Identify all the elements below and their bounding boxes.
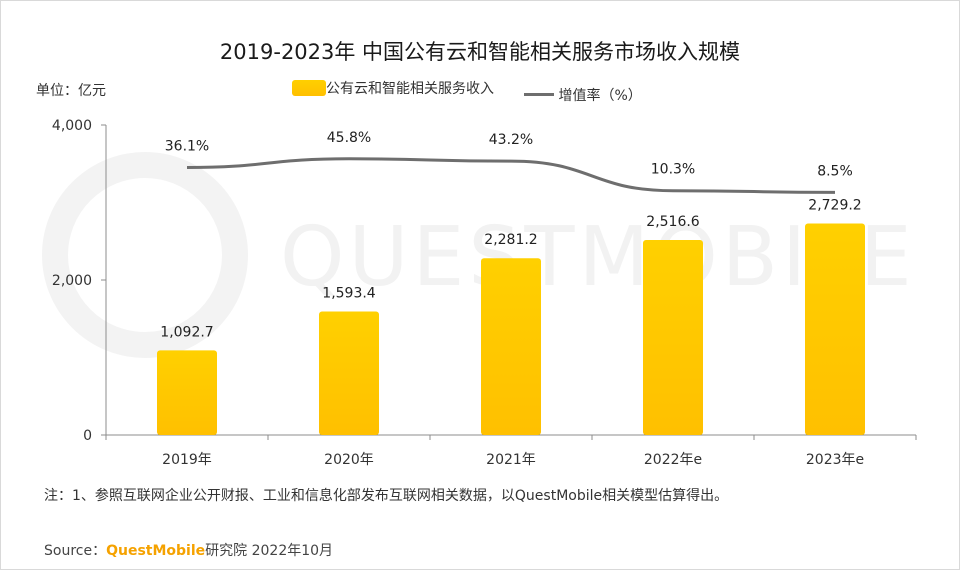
- x-tick-label: 2022年e: [644, 452, 702, 468]
- unit-label: 单位：亿元: [36, 83, 106, 99]
- chart-title: 2019-2023年 中国公有云和智能相关服务市场收入规模: [219, 40, 741, 64]
- growth-rate-label: 43.2%: [489, 132, 533, 148]
- source-line: Source：QuestMobile研究院 2022年10月: [44, 540, 333, 560]
- x-tick-label: 2021年: [486, 452, 536, 468]
- source-brand: QuestMobile: [106, 543, 206, 559]
- legend-item-growth: 增值率（%）: [524, 85, 642, 105]
- x-tick-label: 2019年: [162, 452, 212, 468]
- bar: [805, 223, 865, 435]
- bar-value-label: 2,516.6: [646, 214, 700, 230]
- bar: [481, 258, 541, 435]
- bar-value-label: 1,593.4: [322, 286, 376, 302]
- growth-rate-line: [186, 157, 836, 194]
- bar-value-label: 2,281.2: [484, 232, 537, 248]
- source-suffix: 研究院 2022年10月: [205, 543, 334, 559]
- bar: [157, 350, 217, 435]
- bar: [643, 239, 703, 435]
- source-prefix: Source：: [44, 543, 107, 559]
- legend-label-growth: 增值率（%）: [558, 87, 642, 104]
- y-tick-label: 2,000: [52, 273, 92, 289]
- watermark-logo-ring: [42, 152, 248, 358]
- x-tick-label: 2020年: [324, 452, 374, 468]
- footnote: 注：1、参照互联网企业公开财报、工业和信息化部发布互联网相关数据，以QuestM…: [44, 488, 729, 504]
- legend-label-revenue: 公有云和智能相关服务收入: [326, 81, 494, 97]
- bar-value-label: 1,092.7: [160, 324, 213, 340]
- x-tick-label: 2023年e: [806, 452, 864, 468]
- bar: [319, 311, 379, 435]
- y-tick-label: 0: [83, 428, 92, 444]
- growth-rate-label: 45.8%: [327, 130, 371, 146]
- growth-rate-label: 10.3%: [651, 162, 695, 178]
- y-tick-label: 4,000: [52, 118, 92, 134]
- growth-rate-label: 8.5%: [817, 163, 853, 179]
- legend-swatch-line: [524, 93, 555, 96]
- bar-value-label: 2,729.2: [808, 197, 861, 213]
- growth-rate-label: 36.1%: [165, 139, 209, 155]
- legend-item-revenue: 公有云和智能相关服务收入: [292, 78, 494, 98]
- legend: 公有云和智能相关服务收入 增值率（%）: [292, 78, 668, 105]
- legend-swatch-bar: [292, 80, 326, 96]
